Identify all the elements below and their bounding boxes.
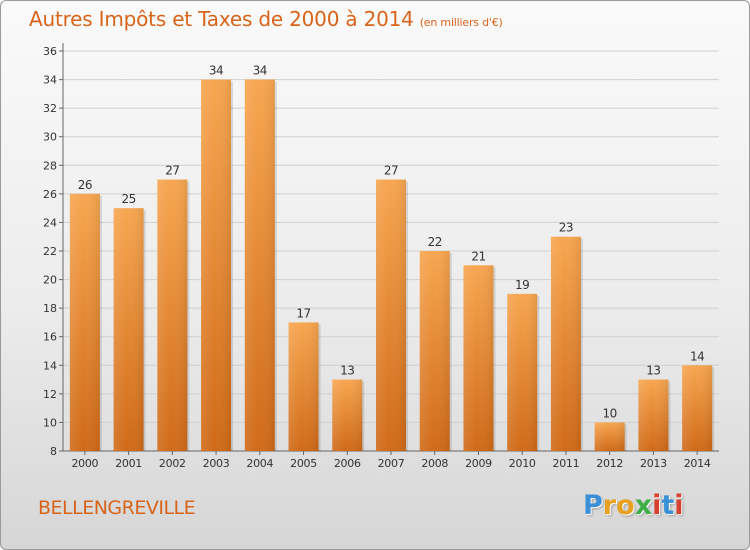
bar-highlight: [69, 193, 100, 451]
data-label: 17: [296, 306, 310, 320]
y-tick-label: 32: [43, 102, 57, 115]
x-tick-label: 2006: [334, 457, 361, 470]
logo-letter: o: [616, 490, 635, 521]
bar-highlight: [463, 265, 494, 451]
bar-highlight: [332, 379, 363, 451]
logo-letter: P: [583, 490, 603, 521]
y-tick-label: 24: [43, 216, 57, 229]
data-label: 26: [78, 178, 92, 192]
commune-name: BELLENGREVILLE: [38, 497, 196, 519]
y-tick-label: 26: [43, 188, 57, 201]
y-tick-label: 10: [43, 416, 57, 429]
data-label: 27: [384, 164, 398, 178]
y-tick-label: 34: [43, 74, 57, 87]
x-tick-label: 2011: [553, 457, 580, 470]
x-tick-label: 2010: [509, 457, 536, 470]
y-tick-label: 36: [43, 45, 57, 58]
data-label: 23: [559, 221, 573, 235]
logo-letter: r: [602, 490, 617, 521]
x-tick-label: 2008: [421, 457, 448, 470]
logo-letter: i: [652, 490, 662, 521]
bar-highlight: [244, 79, 275, 452]
bar-highlight: [638, 379, 669, 451]
data-label: 13: [340, 364, 354, 378]
x-tick-label: 2002: [159, 457, 186, 470]
data-label: 22: [428, 235, 442, 249]
bar-highlight: [507, 293, 538, 451]
x-tick-label: 2012: [596, 457, 623, 470]
bar-highlight: [419, 251, 450, 451]
data-label: 34: [209, 64, 223, 78]
bar-highlight: [682, 365, 713, 451]
data-label: 19: [515, 278, 529, 292]
data-label: 10: [603, 406, 617, 420]
y-tick-label: 18: [43, 302, 57, 315]
y-tick-label: 20: [43, 274, 57, 287]
logo-letter: x: [634, 490, 653, 521]
x-tick-label: 2007: [378, 457, 405, 470]
chart-title: Autres Impôts et Taxes de 2000 à 2014 (en…: [29, 7, 503, 31]
proxiti-logo: Proxiti: [583, 490, 684, 521]
y-tick-label: 16: [43, 331, 57, 344]
data-label: 13: [646, 364, 660, 378]
x-tick-label: 2004: [246, 457, 273, 470]
x-tick-label: 2013: [640, 457, 667, 470]
y-tick-label: 28: [43, 159, 57, 172]
bar-highlight: [376, 179, 406, 452]
bar-highlight: [594, 422, 625, 451]
bar-highlight: [157, 179, 188, 452]
x-tick-label: 2000: [71, 457, 98, 470]
bar-highlight: [288, 322, 319, 451]
data-label: 21: [471, 249, 485, 263]
y-tick-label: 12: [43, 388, 57, 401]
x-tick-label: 2014: [684, 457, 711, 470]
data-label: 14: [690, 349, 704, 363]
y-tick-label: 14: [43, 359, 57, 372]
data-label: 25: [121, 192, 135, 206]
title-unit: (en milliers d'€): [419, 16, 503, 29]
x-tick-label: 2003: [203, 457, 230, 470]
title-text: Autres Impôts et Taxes de 2000 à 2014: [29, 7, 414, 31]
logo-letter: i: [674, 490, 684, 521]
x-tick-label: 2005: [290, 457, 317, 470]
bar-highlight: [113, 208, 144, 451]
data-label: 27: [165, 164, 179, 178]
bar-highlight: [550, 236, 581, 451]
y-tick-label: 30: [43, 131, 57, 144]
logo-letter: t: [661, 490, 675, 521]
x-tick-label: 2009: [465, 457, 492, 470]
y-tick-label: 8: [50, 445, 57, 458]
bar-highlight: [201, 79, 232, 452]
y-tick-label: 22: [43, 245, 57, 258]
data-label: 34: [253, 64, 267, 78]
x-tick-label: 2001: [115, 457, 142, 470]
